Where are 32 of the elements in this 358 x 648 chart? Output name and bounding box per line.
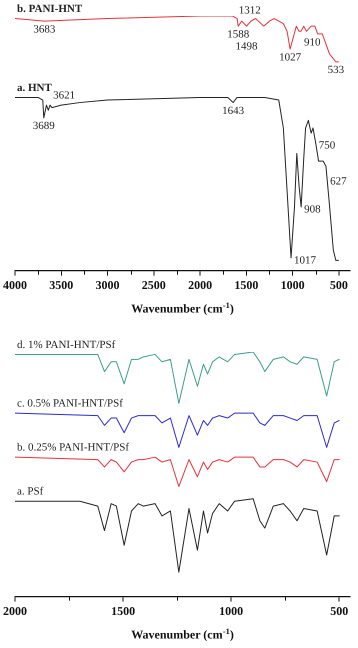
x-tick-label: 2500 — [142, 278, 166, 292]
annotation: 1588 — [227, 28, 250, 41]
annotation: 1498 — [236, 40, 258, 53]
series-label: d. 1% PANI-HNT/PSf — [17, 338, 116, 351]
x-tick-label: 500 — [330, 604, 348, 618]
annotation: 908 — [304, 203, 322, 216]
series-label: c. 0.5% PANI-HNT/PSf — [17, 398, 124, 410]
annotation: 1643 — [222, 104, 245, 117]
annotation: 3683 — [33, 23, 56, 36]
annotation: 1017 — [294, 254, 317, 266]
annotation: 533 — [328, 64, 345, 76]
x-tick-label: 1500 — [234, 278, 258, 292]
annotation: 1312 — [238, 4, 261, 17]
series-label: b. PANI-HNT — [17, 2, 83, 15]
annotation: 750 — [318, 140, 336, 152]
x-tick-label: 1500 — [111, 604, 136, 618]
series-label: a. PSf — [17, 486, 44, 498]
annotation: 3621 — [53, 90, 76, 102]
x-tick-label: 3000 — [96, 278, 120, 292]
series-label: a. HNT — [17, 82, 52, 94]
annotation: 3689 — [32, 120, 56, 132]
annotation: 910 — [304, 36, 321, 49]
annotation: 627 — [330, 175, 348, 188]
annotation: 1027 — [279, 51, 302, 64]
x-tick-label: 500 — [330, 278, 348, 292]
series-label: b. 0.25% PANI-HNT/PSf — [17, 442, 130, 454]
x-tick-label: 3500 — [49, 278, 74, 292]
x-tick-label: 2000 — [188, 278, 212, 292]
x-tick-label: 1000 — [219, 604, 244, 618]
x-tick-label: 1000 — [280, 278, 305, 292]
x-tick-label: 4000 — [3, 278, 27, 292]
x-tick-label: 2000 — [3, 604, 27, 618]
